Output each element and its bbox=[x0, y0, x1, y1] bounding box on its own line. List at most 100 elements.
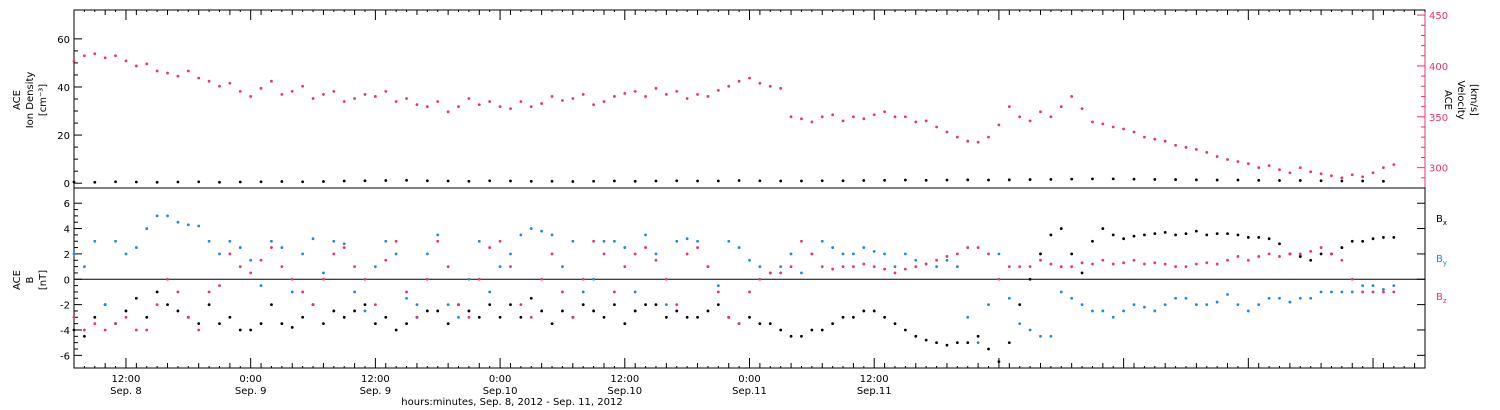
by-point bbox=[633, 290, 637, 294]
field-tick-label: 6 bbox=[64, 199, 70, 210]
x-tick-time: 12:00 bbox=[860, 374, 889, 385]
by-point bbox=[955, 265, 959, 268]
field-frame bbox=[73, 187, 1426, 369]
bz-point bbox=[186, 315, 190, 319]
by-point bbox=[1267, 296, 1271, 300]
velocity-point bbox=[218, 84, 221, 88]
bz-point bbox=[779, 271, 783, 275]
velocity-point bbox=[613, 95, 616, 98]
bx-point bbox=[509, 303, 512, 307]
velocity-point bbox=[1059, 105, 1063, 109]
bz-point bbox=[966, 246, 970, 249]
velocity-point bbox=[1288, 171, 1292, 175]
bz-point bbox=[197, 328, 201, 332]
legend-bz-sub: z bbox=[1443, 297, 1447, 305]
by-point bbox=[581, 290, 585, 294]
bx-point bbox=[1309, 258, 1313, 262]
bz-point bbox=[841, 265, 845, 268]
velocity-tick-label: 300 bbox=[1429, 164, 1448, 175]
by-point bbox=[72, 252, 76, 256]
velocity-point bbox=[664, 93, 668, 96]
by-point bbox=[1028, 328, 1032, 332]
by-point bbox=[1132, 303, 1136, 307]
velocity-point bbox=[166, 71, 169, 75]
density-point bbox=[425, 179, 429, 183]
bz-point bbox=[529, 315, 533, 319]
bx-point bbox=[706, 309, 710, 313]
bz-point bbox=[238, 265, 242, 268]
velocity-point bbox=[831, 113, 835, 117]
by-point bbox=[997, 252, 1001, 256]
by-point bbox=[446, 303, 450, 307]
by-point bbox=[1039, 334, 1042, 338]
bz-point bbox=[727, 315, 731, 319]
bz-point bbox=[301, 290, 305, 294]
bx-point bbox=[1382, 236, 1385, 239]
velocity-point bbox=[436, 100, 440, 103]
by-point bbox=[1194, 303, 1198, 307]
bx-point bbox=[561, 309, 564, 313]
bz-point bbox=[935, 258, 938, 262]
legend-bx-base: B bbox=[1436, 214, 1443, 225]
by-point bbox=[654, 252, 658, 256]
velocity-point bbox=[1361, 175, 1365, 179]
bz-point bbox=[561, 290, 564, 294]
bz-point bbox=[1257, 255, 1261, 258]
bz-point bbox=[457, 303, 460, 307]
by-point bbox=[145, 227, 149, 230]
density-axis-label-line2: Ion Density bbox=[25, 72, 36, 129]
density-point bbox=[1319, 179, 1323, 183]
bx-point bbox=[1091, 239, 1094, 243]
velocity-point bbox=[976, 140, 980, 144]
by-point bbox=[415, 303, 419, 307]
legend: Bx By Bz bbox=[1436, 214, 1447, 305]
velocity-point bbox=[197, 76, 201, 80]
bx-point bbox=[1319, 252, 1323, 256]
bz-point bbox=[1080, 261, 1084, 265]
by-point bbox=[1371, 284, 1375, 288]
x-tick-time: 12:00 bbox=[112, 374, 141, 385]
by-point bbox=[1163, 303, 1167, 307]
bx-point bbox=[810, 328, 814, 332]
bz-point bbox=[1392, 290, 1396, 294]
bx-point bbox=[155, 290, 159, 294]
density-point bbox=[1361, 179, 1365, 183]
by-point bbox=[519, 233, 523, 237]
bx-point bbox=[498, 315, 502, 319]
density-point bbox=[529, 179, 533, 183]
bx-point bbox=[1070, 252, 1074, 256]
velocity-point bbox=[1257, 166, 1261, 170]
bx-point bbox=[654, 303, 658, 307]
x-tick-time: 0:00 bbox=[489, 374, 511, 385]
velocity-point bbox=[467, 97, 471, 100]
velocity-point bbox=[280, 93, 284, 96]
density-point bbox=[176, 180, 180, 184]
bx-point bbox=[613, 303, 616, 307]
by-point bbox=[1080, 303, 1084, 307]
bx-point bbox=[1111, 233, 1115, 237]
bx-point bbox=[446, 322, 450, 326]
by-point bbox=[457, 315, 460, 319]
by-point bbox=[509, 252, 512, 256]
x-tick-time: 0:00 bbox=[738, 374, 760, 385]
bz-point bbox=[259, 258, 263, 262]
bz-point bbox=[1215, 262, 1219, 266]
velocity-point bbox=[1267, 164, 1271, 168]
density-point bbox=[218, 180, 221, 184]
velocity-point bbox=[997, 123, 1001, 127]
density-point bbox=[945, 178, 949, 182]
by-point bbox=[1059, 290, 1063, 294]
velocity-point bbox=[883, 110, 886, 114]
velocity-point bbox=[72, 59, 76, 63]
bx-point bbox=[72, 328, 76, 332]
bz-point bbox=[488, 246, 492, 249]
by-point bbox=[540, 229, 544, 233]
bx-point bbox=[903, 328, 907, 332]
by-point bbox=[696, 239, 699, 243]
velocity-point bbox=[1226, 158, 1229, 161]
x-axis-title: hours:minutes, Sep. 8, 2012 - Sep. 11, 2… bbox=[401, 397, 622, 408]
velocity-point bbox=[363, 93, 367, 96]
bx-point bbox=[519, 315, 523, 319]
velocity-point bbox=[789, 115, 793, 119]
